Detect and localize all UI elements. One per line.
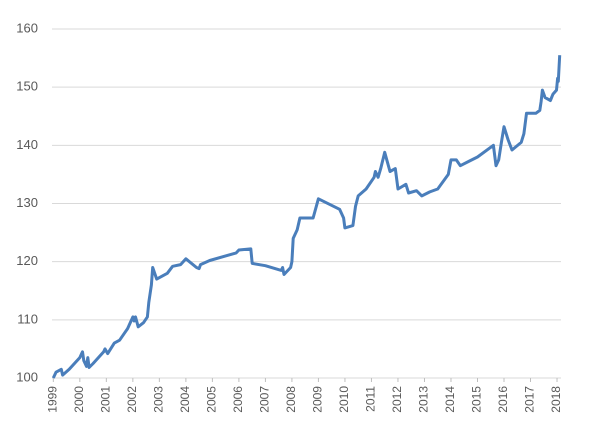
x-tick-label: 2008 — [284, 386, 298, 413]
x-tick-label: 2000 — [72, 386, 86, 413]
x-tick-label: 2011 — [364, 386, 378, 412]
x-tick-label: 2004 — [178, 386, 192, 413]
x-tick-label: 2018 — [549, 386, 563, 413]
x-tick-label: 2017 — [523, 386, 537, 413]
x-tick-label: 2005 — [205, 386, 219, 413]
y-tick-label: 150 — [16, 79, 38, 94]
y-tick-label: 140 — [16, 137, 38, 152]
x-tick-label: 2014 — [443, 386, 457, 413]
x-tick-label: 2016 — [496, 386, 510, 413]
x-tick-label: 2009 — [311, 386, 325, 413]
x-tick-label: 2012 — [390, 386, 404, 413]
x-tick-label: 1999 — [45, 386, 59, 413]
y-tick-label: 100 — [16, 369, 38, 384]
x-tick-label: 2010 — [337, 386, 351, 413]
x-tick-label: 2007 — [258, 386, 272, 413]
x-tick-label: 2006 — [231, 386, 245, 413]
x-tick-label: 2015 — [470, 386, 484, 413]
x-tick-label: 2003 — [152, 386, 166, 413]
x-tick-label: 2002 — [125, 386, 139, 413]
x-tick-label: 2013 — [417, 386, 431, 413]
y-tick-label: 130 — [16, 195, 38, 210]
y-tick-label: 160 — [16, 20, 38, 35]
data-line — [51, 55, 562, 379]
x-tick-label: 2001 — [99, 386, 113, 413]
y-tick-label: 110 — [17, 311, 38, 326]
y-tick-label: 120 — [16, 253, 38, 268]
